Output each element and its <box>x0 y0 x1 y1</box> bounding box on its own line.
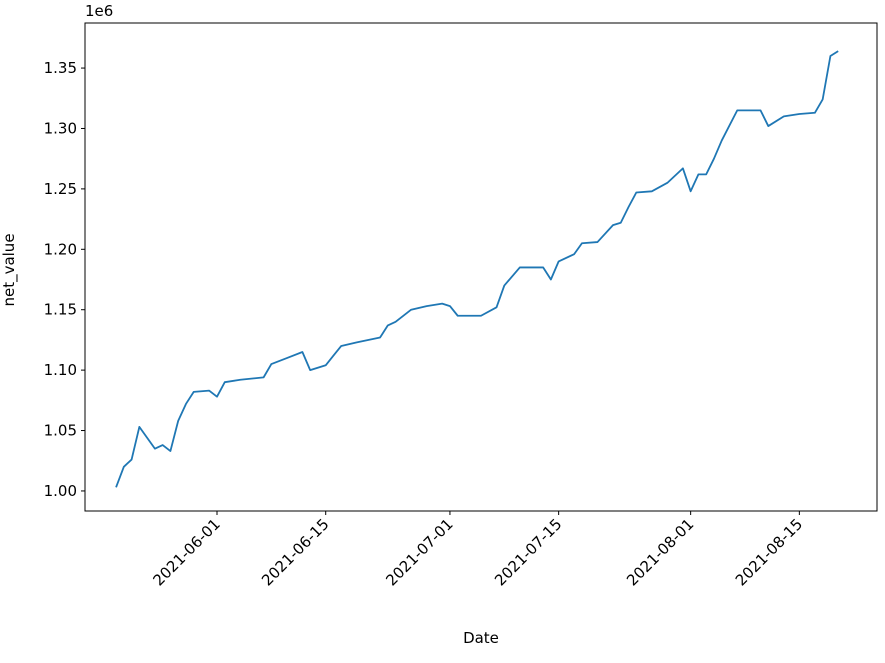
y-tick-label: 1.15 <box>44 301 77 319</box>
y-tick-label: 1.25 <box>44 180 77 198</box>
y-tick-label: 1.00 <box>44 482 77 500</box>
y-tick-label: 1.20 <box>44 240 77 258</box>
y-axis-label: net_value <box>0 233 19 306</box>
x-tick-label: 2021-08-01 <box>623 515 697 589</box>
axes-frame <box>84 22 878 512</box>
x-tick-label: 2021-06-01 <box>149 515 223 589</box>
y-tick-label: 1.30 <box>44 119 77 137</box>
x-axis-label: Date <box>463 629 499 647</box>
y-tick-label: 1.10 <box>44 361 77 379</box>
data-line <box>115 50 839 488</box>
x-tick-label: 2021-06-15 <box>258 515 332 589</box>
x-tick-label: 2021-07-15 <box>491 515 565 589</box>
y-tick-label: 1.35 <box>44 59 77 77</box>
x-tick-label: 2021-08-15 <box>732 515 806 589</box>
x-tick-label: 2021-07-01 <box>382 515 456 589</box>
y-offset-label: 1e6 <box>85 2 113 20</box>
y-tick-label: 1.05 <box>44 422 77 440</box>
